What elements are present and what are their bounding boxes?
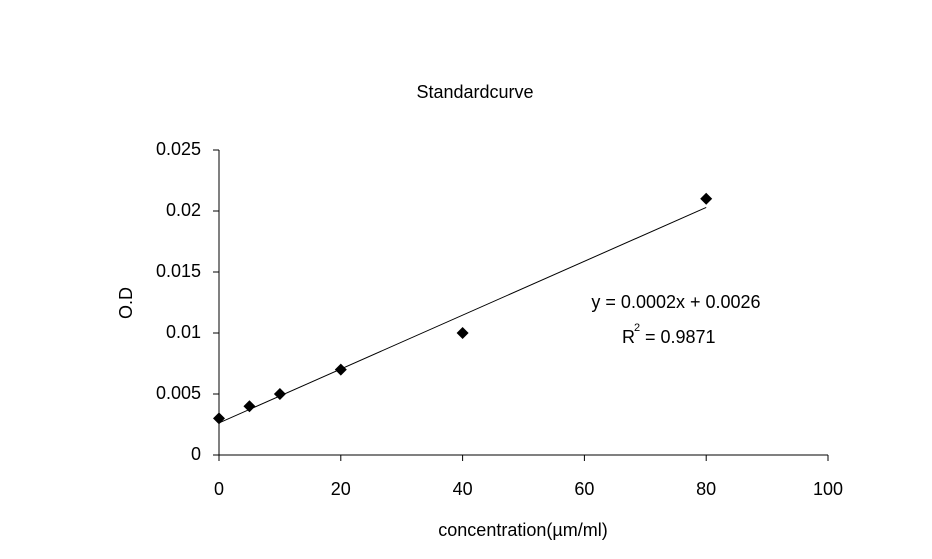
x-tick-label: 20 <box>331 479 351 499</box>
chart-title: Standardcurve <box>416 82 533 102</box>
r-squared-symbol: R <box>622 327 635 347</box>
r-squared-exponent: 2 <box>634 322 640 334</box>
data-point <box>334 363 347 376</box>
r-squared-value: = 0.9871 <box>645 327 716 347</box>
y-axis-label: O.D <box>116 287 136 319</box>
y-tick-label: 0.015 <box>156 261 201 281</box>
x-tick-label: 100 <box>813 479 843 499</box>
data-point <box>213 412 225 425</box>
trendline <box>218 206 707 424</box>
x-tick-label: 40 <box>453 479 473 499</box>
y-tick-label: 0.02 <box>166 200 201 220</box>
data-point <box>700 192 713 205</box>
x-axis-label: concentration(µm/ml) <box>438 520 607 540</box>
y-tick-label: 0.005 <box>156 383 201 403</box>
data-point <box>273 388 286 400</box>
x-tick-label: 0 <box>214 479 224 499</box>
y-tick-label: 0.025 <box>156 139 201 159</box>
trendline-equation: y = 0.0002x + 0.0026 <box>591 292 760 312</box>
data-point <box>243 400 256 413</box>
data-point <box>456 327 469 339</box>
x-tick-label: 80 <box>696 479 716 499</box>
x-tick-label: 60 <box>574 479 594 499</box>
y-tick-label: 0.01 <box>166 322 201 342</box>
y-tick-label: 0 <box>191 444 201 464</box>
